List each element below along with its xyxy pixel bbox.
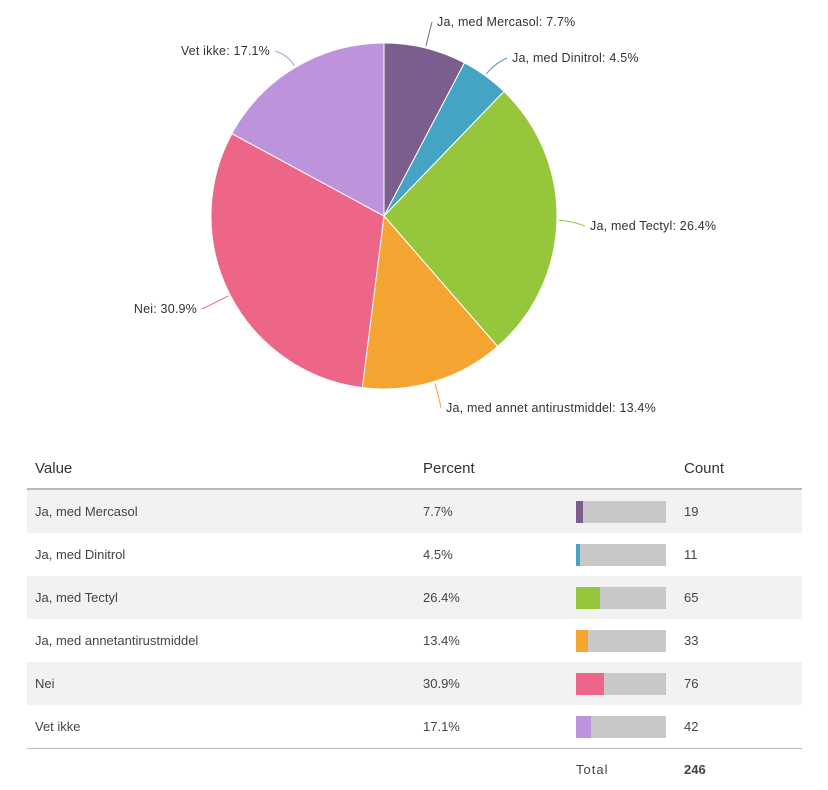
row-percent: 17.1%	[415, 705, 568, 749]
total-count: 246	[676, 748, 802, 789]
slice-leader-line	[274, 50, 295, 66]
pie-slice	[361, 214, 499, 390]
results-table: Value Percent Count Ja, med Mercasol 7.7%…	[27, 448, 802, 789]
row-count: 76	[676, 662, 802, 705]
row-percent: 26.4%	[415, 576, 568, 619]
slice-label: Ja, med annet antirustmiddel: 13.4%	[446, 401, 656, 415]
percent-bar-track	[576, 715, 666, 738]
pie-chart: Ja, med Mercasol: 7.7% Ja, med Dinitrol: …	[134, 15, 716, 415]
table-row: Nei 30.9% 76	[27, 662, 802, 705]
percent-bar-track	[576, 672, 666, 695]
percent-bar-track	[576, 629, 666, 652]
row-value: Ja, med Mercasol	[27, 489, 415, 533]
slice-label: Ja, med Mercasol: 7.7%	[437, 15, 575, 29]
header-bar	[568, 448, 676, 490]
row-percent: 13.4%	[423, 633, 460, 648]
pie-slice	[383, 90, 558, 348]
header-value: Value	[27, 448, 415, 490]
slice-label: Ja, med Dinitrol: 4.5%	[512, 51, 639, 65]
pie-chart-svg: Ja, med Mercasol: 7.7% Ja, med Dinitrol: …	[134, 15, 716, 415]
table-row: Ja, med Tectyl 26.4% 65	[27, 576, 802, 619]
row-percent: 4.5%	[423, 547, 453, 562]
row-count: 19	[676, 489, 802, 533]
slice-leader-line	[434, 383, 442, 409]
pie-slice	[231, 42, 385, 217]
table-total-row: Total 246	[27, 748, 802, 789]
percent-bar-fill	[576, 586, 600, 609]
row-bar	[568, 619, 676, 662]
slice-label: Nei: 30.9%	[134, 302, 197, 316]
slice-leader-line	[485, 57, 508, 75]
row-count: 65	[676, 576, 802, 619]
row-bar	[568, 662, 676, 705]
table-row: Ja, med Dinitrol 4.5% 11	[27, 533, 802, 576]
row-bar	[568, 533, 676, 576]
row-count: 42	[676, 705, 802, 749]
percent-bar-fill	[576, 543, 581, 566]
slice-label: Ja, med Tectyl: 26.4%	[590, 219, 716, 233]
slice-leader-line	[558, 219, 586, 227]
row-value: Ja, med Dinitrol	[35, 547, 126, 562]
percent-bar-fill	[576, 672, 604, 695]
slice-leader-line	[425, 21, 433, 47]
percent-bar-track	[576, 586, 666, 609]
table-row: Ja, med Mercasol 7.7% 19	[27, 489, 802, 533]
row-value: Ja, med annetantirustmiddel	[35, 633, 199, 648]
row-value: Nei	[27, 662, 415, 705]
slice-label: Vet ikke: 17.1%	[181, 44, 270, 58]
percent-bar-track	[576, 543, 666, 566]
table-row: Vet ikke 17.1% 42	[27, 705, 802, 749]
row-bar	[568, 705, 676, 749]
table-header-row: Value Percent Count	[27, 448, 802, 490]
total-spacer	[27, 748, 415, 789]
pie-slice	[210, 132, 385, 389]
row-bar	[568, 489, 676, 533]
percent-bar-fill	[576, 500, 583, 523]
total-label: Total	[568, 748, 676, 789]
row-percent: 30.9%	[415, 662, 568, 705]
table-row: Ja, med annetantirustmiddel 13.4% 33	[27, 619, 802, 662]
row-value: Ja, med Tectyl	[27, 576, 415, 619]
row-value: Vet ikke	[27, 705, 415, 749]
percent-bar-track	[576, 500, 666, 523]
row-count: 33	[684, 633, 699, 648]
percent-bar-fill	[576, 715, 592, 738]
row-bar	[568, 576, 676, 619]
header-count: Count	[676, 448, 802, 490]
total-spacer	[415, 748, 568, 789]
percent-bar-fill	[576, 629, 589, 652]
row-percent: 7.7%	[415, 489, 568, 533]
row-count: 11	[684, 547, 698, 562]
header-percent: Percent	[415, 448, 568, 490]
slice-leader-line	[201, 295, 229, 310]
